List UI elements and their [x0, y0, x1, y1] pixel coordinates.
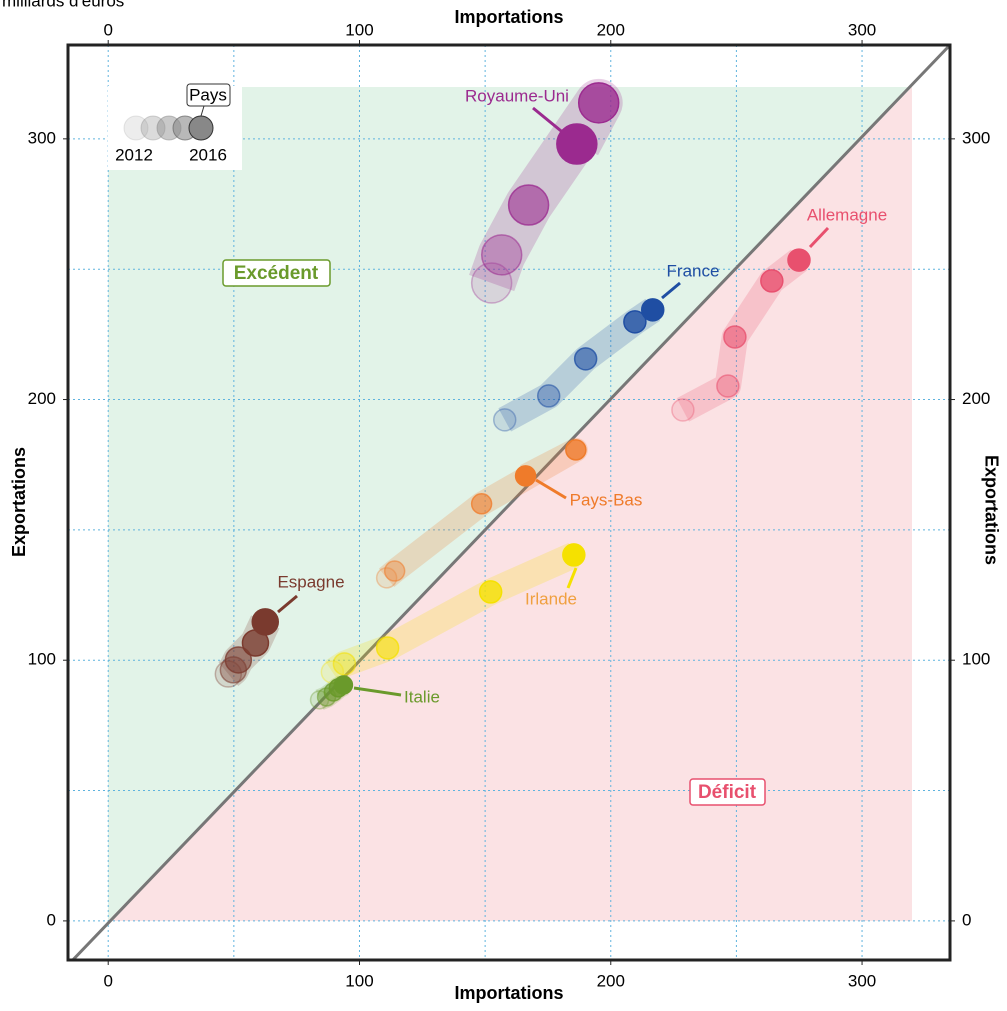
y-tick-label: 200 [28, 389, 56, 408]
bubble [671, 398, 695, 422]
bubble [332, 652, 357, 676]
deficit-label: Déficit [698, 782, 757, 803]
y-tick-label: 200 [962, 389, 990, 408]
grid [68, 45, 950, 960]
series-label: Espagne [277, 572, 344, 591]
bubble [333, 675, 354, 695]
unit-label: milliards d'euros [2, 0, 124, 10]
bubble [375, 636, 400, 660]
marks: Royaume-Uni France Allemagne Pays-Bas Irland… [214, 78, 887, 710]
parity-line [70, 45, 950, 960]
bubble [556, 123, 598, 165]
bubble [760, 269, 784, 293]
series-label: Irlande [525, 589, 577, 608]
legend-bubble [123, 115, 149, 141]
bubble [224, 646, 253, 674]
y-tick-label: 300 [28, 128, 56, 147]
y-tick-label: 100 [962, 650, 990, 669]
x-tick-label: 200 [597, 971, 625, 990]
legend-bubble [188, 115, 214, 141]
label-leader [532, 106, 567, 137]
y-axis-title-right: Exportations [981, 455, 1001, 565]
surplus-box [222, 259, 331, 287]
bubble [383, 560, 406, 582]
legend-end: 2016 [189, 145, 227, 164]
y-tick-label: 0 [47, 910, 56, 929]
x-axis-title-bottom: Importations [454, 983, 563, 1003]
bubble [470, 493, 493, 515]
series-label: Italie [404, 687, 440, 706]
label-leader [566, 567, 578, 589]
bubble [623, 310, 647, 334]
legend-start: 2012 [115, 145, 153, 164]
x-tick-label: 0 [103, 20, 112, 39]
bubble [573, 347, 598, 371]
bubble [514, 465, 537, 487]
bubble [716, 374, 740, 398]
bubble [787, 248, 811, 272]
legend: Pays 2012 2016 [108, 83, 242, 170]
label-leader [277, 594, 298, 614]
surplus-label: Excédent [234, 263, 319, 284]
bubble [640, 298, 665, 322]
x-tick-label: 300 [848, 971, 876, 990]
bubble [492, 408, 517, 432]
bubble [478, 580, 503, 604]
x-tick-label: 100 [345, 20, 373, 39]
legend-leader [200, 105, 205, 117]
bubble [251, 608, 280, 636]
series-label: Royaume-Uni [465, 86, 569, 105]
x-tick-label: 300 [848, 20, 876, 39]
x-tick-label: 0 [103, 971, 112, 990]
deficit-box [689, 778, 766, 806]
label-leader [353, 686, 402, 697]
bubble [562, 543, 586, 567]
y-tick-label: 100 [28, 650, 56, 669]
series-label: France [667, 261, 720, 280]
series-label: Pays-Bas [570, 490, 643, 509]
bubble [723, 325, 747, 349]
x-tick-label: 200 [597, 20, 625, 39]
y-tick-label: 0 [962, 910, 971, 929]
legend-title-box [186, 83, 231, 107]
label-leader [808, 226, 830, 249]
bubble [536, 384, 561, 408]
y-tick-label: 300 [962, 128, 990, 147]
bubble [577, 82, 620, 124]
label-leader [535, 478, 567, 500]
x-tick-label: 100 [345, 971, 373, 990]
legend-title: Pays [189, 85, 227, 104]
y-axis-title-left: Exportations [9, 447, 29, 557]
bubble [507, 184, 550, 226]
label-leader [661, 281, 681, 300]
bubble [565, 439, 587, 461]
plot-frame [66, 43, 952, 962]
series-label: Allemagne [807, 205, 887, 224]
bubble [480, 234, 523, 276]
bubble [470, 262, 513, 304]
x-axis-title-top: Importations [454, 7, 563, 27]
